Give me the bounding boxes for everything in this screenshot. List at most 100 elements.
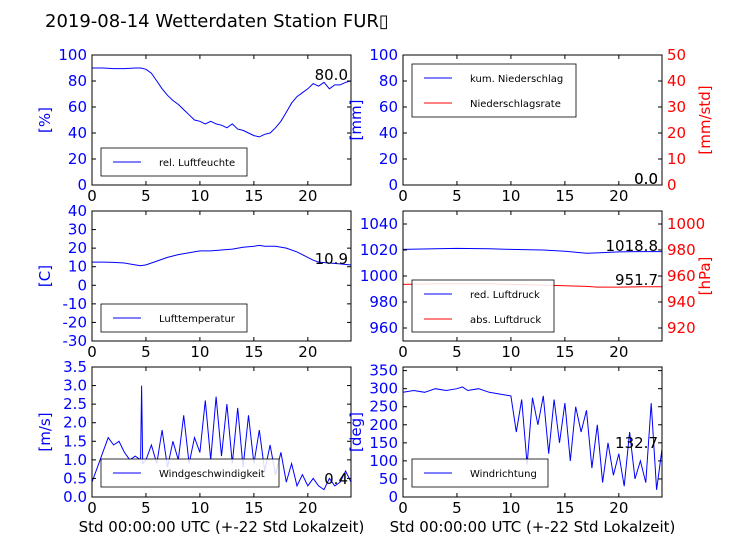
x-tick-label: 5 bbox=[141, 343, 151, 361]
panel-humidity: 0 5 10 15 20 0 20 40 60 80 100 [%] rel. Luftfeuchte 8… bbox=[36, 46, 352, 205]
y-tick-label: 250 bbox=[369, 398, 398, 416]
last-value-label: 1018.8 bbox=[606, 237, 659, 255]
x-axis-label: Std 00:00:00 UTC (+-22 Std Lokalzeit) bbox=[390, 518, 676, 536]
y-tick-label: 1.5 bbox=[63, 432, 87, 450]
legend-box bbox=[411, 279, 555, 333]
y-axis-label: [%] bbox=[36, 107, 54, 133]
y2-axis-label: [hPa] bbox=[696, 257, 714, 296]
y-axis-label: [mm] bbox=[347, 100, 365, 141]
x-tick-label: 20 bbox=[609, 187, 628, 205]
x-tick-label: 20 bbox=[609, 343, 628, 361]
x-tick-label: 10 bbox=[501, 187, 520, 205]
x-tick-label: 10 bbox=[501, 343, 520, 361]
last-value-label: 0.0 bbox=[634, 170, 658, 188]
y2-tick-label: 980 bbox=[667, 241, 696, 259]
x-tick-label: 20 bbox=[298, 499, 317, 517]
panel-precipitation: 0 5 10 15 20 0 20 40 60 80 100 0 10 20 30 40 50 [mm] [mm/s… bbox=[347, 46, 714, 205]
y-tick-label: 80 bbox=[68, 72, 87, 90]
x-tick-label: 15 bbox=[555, 343, 574, 361]
y-tick-label: 10 bbox=[68, 258, 87, 276]
figure-title: 2019-08-14 Wetterdaten Station FUR▯ bbox=[45, 11, 389, 32]
x-tick-label: 5 bbox=[452, 187, 462, 205]
y-tick-label: 1040 bbox=[360, 215, 398, 233]
x-tick-label: 0 bbox=[87, 499, 97, 517]
x-tick-label: 15 bbox=[244, 499, 263, 517]
y-tick-label: 3.0 bbox=[63, 377, 87, 395]
y2-tick-label: 50 bbox=[667, 46, 686, 64]
y-tick-label: -30 bbox=[63, 332, 88, 350]
x-tick-label: 15 bbox=[244, 187, 263, 205]
y-tick-label: 60 bbox=[68, 98, 87, 116]
y-tick-label: 40 bbox=[68, 124, 87, 142]
series-line-humidity-0 bbox=[92, 67, 351, 138]
y-tick-label: 60 bbox=[379, 98, 398, 116]
y-tick-label: 20 bbox=[68, 239, 87, 257]
y-tick-label: 100 bbox=[58, 46, 87, 64]
y-tick-label: 1000 bbox=[360, 267, 398, 285]
y-tick-label: 0.0 bbox=[63, 488, 87, 506]
legend-box bbox=[411, 63, 577, 118]
y2-tick-label: 30 bbox=[667, 98, 686, 116]
y-tick-label: 100 bbox=[369, 452, 398, 470]
y-tick-label: 80 bbox=[379, 72, 398, 90]
y-tick-label: 20 bbox=[379, 150, 398, 168]
y2-tick-label: 960 bbox=[667, 267, 696, 285]
plot-frame bbox=[402, 366, 663, 498]
x-tick-label: 0 bbox=[87, 343, 97, 361]
y2-axis-label: [mm/std] bbox=[696, 85, 714, 154]
plot-frame bbox=[91, 366, 352, 498]
legend-label: red. Luftdruck bbox=[470, 290, 540, 301]
y2-tick-label: 920 bbox=[667, 319, 696, 337]
last-value-label: 80.0 bbox=[315, 66, 348, 84]
series-line-windspeed-0 bbox=[92, 385, 351, 491]
y-tick-label: -20 bbox=[63, 313, 88, 331]
x-tick-label: 10 bbox=[190, 499, 209, 517]
y2-tick-label: 1000 bbox=[667, 215, 705, 233]
x-tick-label: 10 bbox=[501, 499, 520, 517]
x-axis-label: Std 00:00:00 UTC (+-22 Std Lokalzeit) bbox=[79, 518, 365, 536]
y-tick-label: -10 bbox=[63, 295, 88, 313]
plot-frame bbox=[402, 54, 663, 186]
legend-label: Windgeschwindigkeit bbox=[159, 469, 265, 480]
x-tick-label: 20 bbox=[609, 499, 628, 517]
plot-frame bbox=[91, 54, 352, 186]
y-tick-label: 40 bbox=[68, 202, 87, 220]
last-value-label: 0.0 bbox=[634, 170, 658, 188]
y-axis-label: [deg] bbox=[347, 412, 365, 452]
last-value-label: 0.4 bbox=[324, 470, 348, 488]
last-value-label: 951.7 bbox=[615, 271, 658, 289]
y-tick-label: 0 bbox=[77, 176, 87, 194]
x-tick-label: 10 bbox=[190, 187, 209, 205]
y-tick-label: 300 bbox=[369, 380, 398, 398]
y-tick-label: 200 bbox=[369, 416, 398, 434]
x-tick-label: 15 bbox=[555, 187, 574, 205]
y-tick-label: 350 bbox=[369, 362, 398, 380]
series-line-pressure-0 bbox=[403, 247, 662, 254]
x-tick-label: 0 bbox=[398, 187, 408, 205]
y2-tick-label: 20 bbox=[667, 124, 686, 142]
x-tick-label: 5 bbox=[141, 499, 151, 517]
y-tick-label: 3.5 bbox=[63, 358, 87, 376]
y-tick-label: 50 bbox=[379, 470, 398, 488]
y-tick-label: 0.5 bbox=[63, 469, 87, 487]
series-line-winddirection-0 bbox=[403, 386, 662, 490]
legend-label: Windrichtung bbox=[470, 469, 537, 480]
y-tick-label: 0 bbox=[388, 488, 398, 506]
x-tick-label: 0 bbox=[87, 187, 97, 205]
y-tick-label: 2.5 bbox=[63, 395, 87, 413]
panel-temperature: 0 5 10 15 20-30-20-10010203040[C]Lufttempera… bbox=[36, 202, 352, 361]
y-tick-label: 980 bbox=[369, 293, 398, 311]
y-tick-label: 30 bbox=[68, 221, 87, 239]
y-tick-label: 100 bbox=[369, 46, 398, 64]
y-tick-label: 150 bbox=[369, 434, 398, 452]
y-tick-label: 20 bbox=[68, 150, 87, 168]
x-tick-label: 0 bbox=[398, 343, 408, 361]
x-tick-label: 5 bbox=[452, 343, 462, 361]
x-tick-label: 20 bbox=[298, 187, 317, 205]
y-tick-label: 1.0 bbox=[63, 451, 87, 469]
y2-tick-label: 10 bbox=[667, 150, 686, 168]
plot-frame bbox=[91, 210, 352, 342]
y2-tick-label: 40 bbox=[667, 72, 686, 90]
